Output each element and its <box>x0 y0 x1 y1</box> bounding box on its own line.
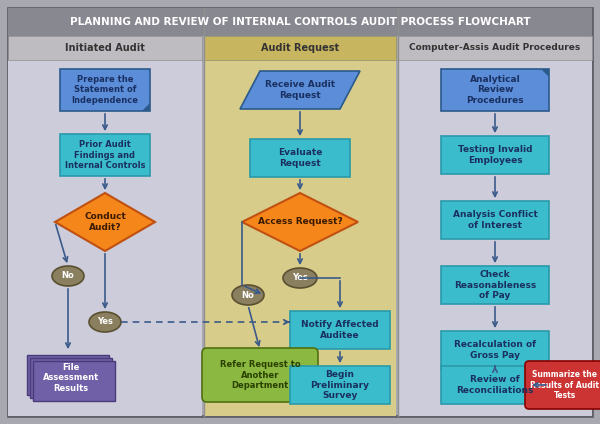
Text: PLANNING AND REVIEW OF INTERNAL CONTROLS AUDIT PROCESS FLOWCHART: PLANNING AND REVIEW OF INTERNAL CONTROLS… <box>70 17 530 27</box>
Ellipse shape <box>283 268 317 288</box>
FancyBboxPatch shape <box>290 366 390 404</box>
FancyBboxPatch shape <box>60 134 150 176</box>
Text: Access Request?: Access Request? <box>257 218 343 226</box>
Ellipse shape <box>52 266 84 286</box>
Text: Testing Invalid
Employees: Testing Invalid Employees <box>458 145 532 165</box>
FancyBboxPatch shape <box>441 69 549 111</box>
FancyBboxPatch shape <box>441 266 549 304</box>
FancyBboxPatch shape <box>250 139 350 177</box>
FancyBboxPatch shape <box>398 36 592 60</box>
FancyBboxPatch shape <box>8 36 202 60</box>
Text: Check
Reasonableness
of Pay: Check Reasonableness of Pay <box>454 270 536 300</box>
Text: Begin
Preliminary
Survey: Begin Preliminary Survey <box>311 370 370 400</box>
FancyBboxPatch shape <box>30 358 112 398</box>
Text: Analytical
Review
Procedures: Analytical Review Procedures <box>466 75 524 105</box>
FancyBboxPatch shape <box>441 136 549 174</box>
Text: Evaluate
Request: Evaluate Request <box>278 148 322 168</box>
Ellipse shape <box>232 285 264 305</box>
Text: Analysis Conflict
of Interest: Analysis Conflict of Interest <box>452 210 538 230</box>
Text: No: No <box>62 271 74 281</box>
Text: File
Assessment
Results: File Assessment Results <box>43 363 99 393</box>
Text: Review of
Reconciliations: Review of Reconciliations <box>457 375 533 395</box>
FancyBboxPatch shape <box>33 361 115 401</box>
Text: No: No <box>242 290 254 299</box>
FancyBboxPatch shape <box>290 311 390 349</box>
Text: Notify Affected
Auditee: Notify Affected Auditee <box>301 320 379 340</box>
FancyBboxPatch shape <box>60 69 150 111</box>
Text: Recalculation of
Gross Pay: Recalculation of Gross Pay <box>454 340 536 360</box>
FancyBboxPatch shape <box>441 201 549 239</box>
Polygon shape <box>240 71 360 109</box>
FancyBboxPatch shape <box>27 355 109 395</box>
FancyBboxPatch shape <box>8 8 592 36</box>
Text: Prior Audit
Findings and
Internal Controls: Prior Audit Findings and Internal Contro… <box>65 140 145 170</box>
Text: Receive Audit
Request: Receive Audit Request <box>265 80 335 100</box>
FancyBboxPatch shape <box>8 8 592 416</box>
FancyBboxPatch shape <box>441 331 549 369</box>
Text: Initiated Audit: Initiated Audit <box>65 43 145 53</box>
FancyBboxPatch shape <box>8 60 202 416</box>
Text: Yes: Yes <box>97 318 113 326</box>
Polygon shape <box>541 69 549 77</box>
Text: Prepare the
Statement of
Independence: Prepare the Statement of Independence <box>71 75 139 105</box>
FancyBboxPatch shape <box>204 36 396 60</box>
Polygon shape <box>55 193 155 251</box>
Polygon shape <box>142 103 150 111</box>
Text: Yes: Yes <box>292 273 308 282</box>
FancyBboxPatch shape <box>204 60 396 416</box>
Text: Computer-Assis Audit Procedures: Computer-Assis Audit Procedures <box>409 44 581 53</box>
Text: Refer Request to
Another
Department: Refer Request to Another Department <box>220 360 301 390</box>
Text: Audit Request: Audit Request <box>261 43 339 53</box>
Text: Summarize the
Results of Audit
Tests: Summarize the Results of Audit Tests <box>530 370 599 400</box>
FancyBboxPatch shape <box>202 348 318 402</box>
FancyBboxPatch shape <box>398 60 592 416</box>
Ellipse shape <box>89 312 121 332</box>
FancyBboxPatch shape <box>525 361 600 409</box>
Polygon shape <box>242 193 358 251</box>
FancyBboxPatch shape <box>441 366 549 404</box>
Text: Conduct
Audit?: Conduct Audit? <box>84 212 126 232</box>
